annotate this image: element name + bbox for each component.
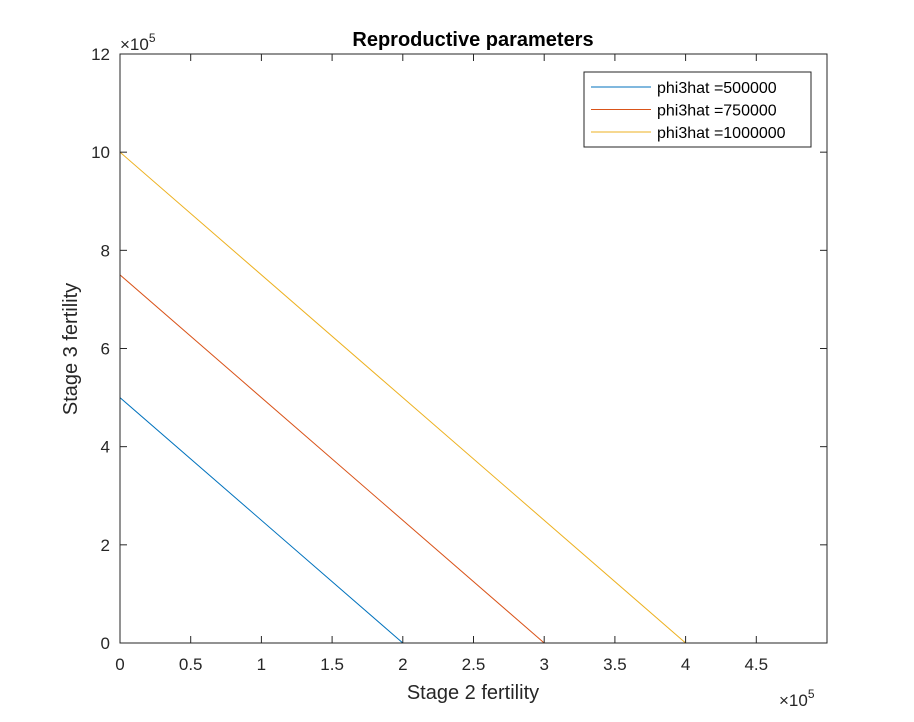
x-tick-label: 2 — [398, 655, 407, 674]
svg-text:×105: ×105 — [120, 31, 156, 54]
chart-title: Reproductive parameters — [352, 29, 593, 51]
x-tick-label: 4.5 — [744, 655, 768, 674]
x-tick-label: 3.5 — [603, 655, 627, 674]
y-tick-label: 8 — [101, 241, 110, 260]
x-tick-label: 0.5 — [179, 655, 203, 674]
y-tick-label: 6 — [101, 340, 110, 359]
x-tick-label: 0 — [115, 655, 124, 674]
y-tick-label: 4 — [101, 438, 110, 457]
plot-area — [120, 54, 827, 643]
x-tick-label: 1.5 — [320, 655, 344, 674]
y-axis-multiplier: ×105 — [120, 31, 156, 54]
y-multiplier-base: ×10 — [120, 35, 149, 54]
y-axis-label: Stage 3 fertility — [60, 283, 82, 415]
x-multiplier-exponent: 5 — [808, 687, 815, 701]
x-multiplier-base: ×10 — [779, 691, 808, 710]
legend-label-2: phi3hat =750000 — [657, 103, 777, 120]
y-tick-label: 0 — [101, 634, 110, 653]
x-axis: 0 0.5 1 1.5 2 2.5 3 3.5 4 4.5 — [115, 54, 768, 674]
x-tick-label: 3 — [539, 655, 548, 674]
x-tick-label: 1 — [257, 655, 266, 674]
legend: phi3hat =500000 phi3hat =750000 phi3hat =1… — [583, 71, 812, 148]
y-axis: 0 2 4 6 8 10 12 — [91, 45, 827, 653]
y-tick-label: 10 — [91, 143, 110, 162]
legend-label-1: phi3hat =500000 — [657, 80, 777, 97]
y-tick-label: 2 — [101, 536, 110, 555]
x-axis-label: Stage 2 fertility — [407, 682, 539, 704]
x-axis-multiplier: ×105 — [779, 687, 815, 710]
x-tick-label: 4 — [681, 655, 690, 674]
y-tick-label: 12 — [91, 45, 110, 64]
y-multiplier-exponent: 5 — [149, 31, 156, 45]
svg-text:×105: ×105 — [779, 687, 815, 710]
legend-label-3: phi3hat =1000000 — [657, 125, 786, 142]
x-tick-label: 2.5 — [462, 655, 486, 674]
